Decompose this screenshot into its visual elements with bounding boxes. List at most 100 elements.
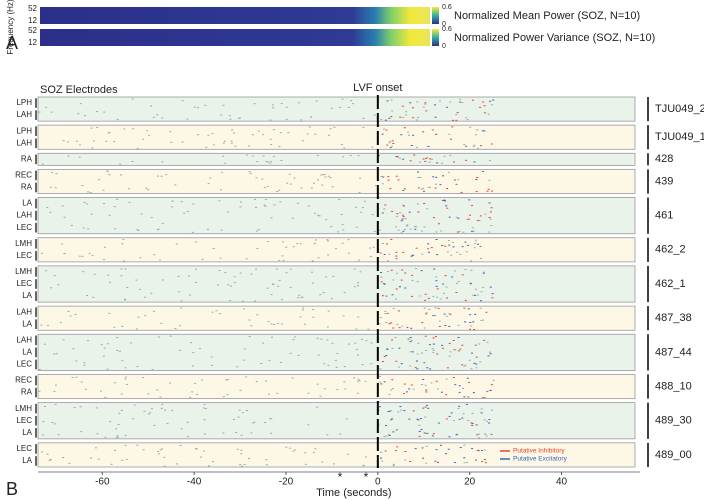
spike-texture (482, 101, 485, 103)
spike-texture (448, 342, 451, 344)
spike-texture (409, 365, 412, 367)
spike-texture (488, 202, 491, 204)
spike-texture (175, 243, 178, 245)
spike-texture (236, 448, 239, 450)
spike-texture (486, 341, 489, 343)
spike-texture (418, 424, 421, 426)
spike-texture (189, 396, 192, 398)
spike-texture (312, 452, 315, 454)
spike-texture (116, 435, 119, 437)
spike-texture (388, 117, 391, 119)
spike-texture (480, 408, 483, 410)
spike-texture (427, 187, 430, 189)
spike-texture (461, 102, 464, 104)
spike-texture (489, 211, 492, 213)
electrode-label: LA (22, 347, 32, 356)
spike-texture (390, 269, 393, 271)
spike-texture (157, 453, 160, 455)
spike-texture (121, 459, 124, 461)
spike-texture (160, 448, 163, 450)
spike-texture (81, 255, 84, 257)
y-tick-label: 12 (28, 16, 37, 25)
spike-texture (436, 288, 439, 290)
spike-texture (391, 379, 394, 381)
spike-texture (336, 353, 339, 355)
spike-texture (390, 145, 393, 147)
spike-texture (466, 244, 469, 246)
spike-texture (402, 117, 405, 119)
spike-texture (474, 294, 477, 296)
spike-texture (226, 394, 229, 396)
spike-texture (432, 352, 435, 354)
spike-texture (482, 319, 485, 321)
spike-texture (40, 252, 43, 254)
patient-label: 462_2 (655, 244, 686, 256)
spike-texture (297, 102, 300, 104)
spike-texture (121, 243, 124, 245)
spike-texture (409, 351, 412, 353)
spike-texture (475, 191, 478, 193)
spike-texture (420, 384, 423, 386)
spike-texture (416, 368, 419, 370)
spike-texture (311, 282, 314, 284)
spike-texture (476, 220, 479, 222)
spike-texture (425, 445, 428, 447)
spike-texture (48, 459, 51, 461)
spike-texture (171, 200, 174, 202)
spike-texture (104, 396, 107, 398)
spike-texture (411, 279, 414, 281)
electrode-label: REC (15, 376, 32, 385)
spike-texture (458, 391, 461, 393)
spike-texture (103, 347, 106, 349)
spike-texture (206, 228, 209, 230)
spike-texture (455, 114, 458, 116)
spike-texture (395, 226, 398, 228)
spike-texture (150, 292, 153, 294)
spike-texture (384, 450, 387, 452)
spike-texture (300, 187, 303, 189)
spike-texture (270, 144, 273, 146)
spike-texture (402, 230, 405, 232)
spike-texture (125, 458, 128, 460)
spike-texture (451, 241, 454, 243)
spike-texture (282, 259, 285, 261)
spike-texture (257, 130, 260, 132)
spike-texture (281, 323, 284, 325)
spike-texture (297, 297, 300, 299)
spike-texture (443, 155, 446, 157)
spike-texture (425, 349, 428, 351)
spike-texture (222, 396, 225, 398)
patient-label: 461 (655, 210, 673, 222)
spike-texture (170, 206, 173, 208)
spike-texture (218, 270, 221, 272)
spike-texture (254, 300, 257, 302)
spike-texture (384, 204, 387, 206)
y-tick-label: 12 (28, 38, 37, 47)
spike-texture (472, 230, 475, 232)
spike-texture (281, 255, 284, 257)
spike-texture (383, 381, 386, 383)
spike-texture (207, 134, 210, 136)
spike-texture (411, 351, 414, 353)
spike-texture (280, 103, 283, 105)
spike-texture (161, 161, 164, 163)
spike-texture (345, 418, 348, 420)
spike-texture (62, 456, 65, 458)
spike-texture (338, 198, 341, 200)
spike-texture (136, 148, 139, 150)
spike-texture (420, 429, 423, 431)
spike-texture (398, 347, 401, 349)
spike-texture (68, 462, 71, 464)
spike-texture (361, 207, 364, 209)
spike-texture (454, 270, 457, 272)
spike-texture (241, 300, 244, 302)
spike-texture (395, 251, 398, 253)
group-box (37, 402, 636, 440)
spike-texture (296, 243, 299, 245)
spike-texture (102, 189, 105, 191)
spike-texture (386, 348, 389, 350)
spike-texture (113, 326, 116, 328)
spike-texture (418, 435, 421, 437)
spike-texture (356, 285, 359, 287)
spike-texture (396, 323, 399, 325)
